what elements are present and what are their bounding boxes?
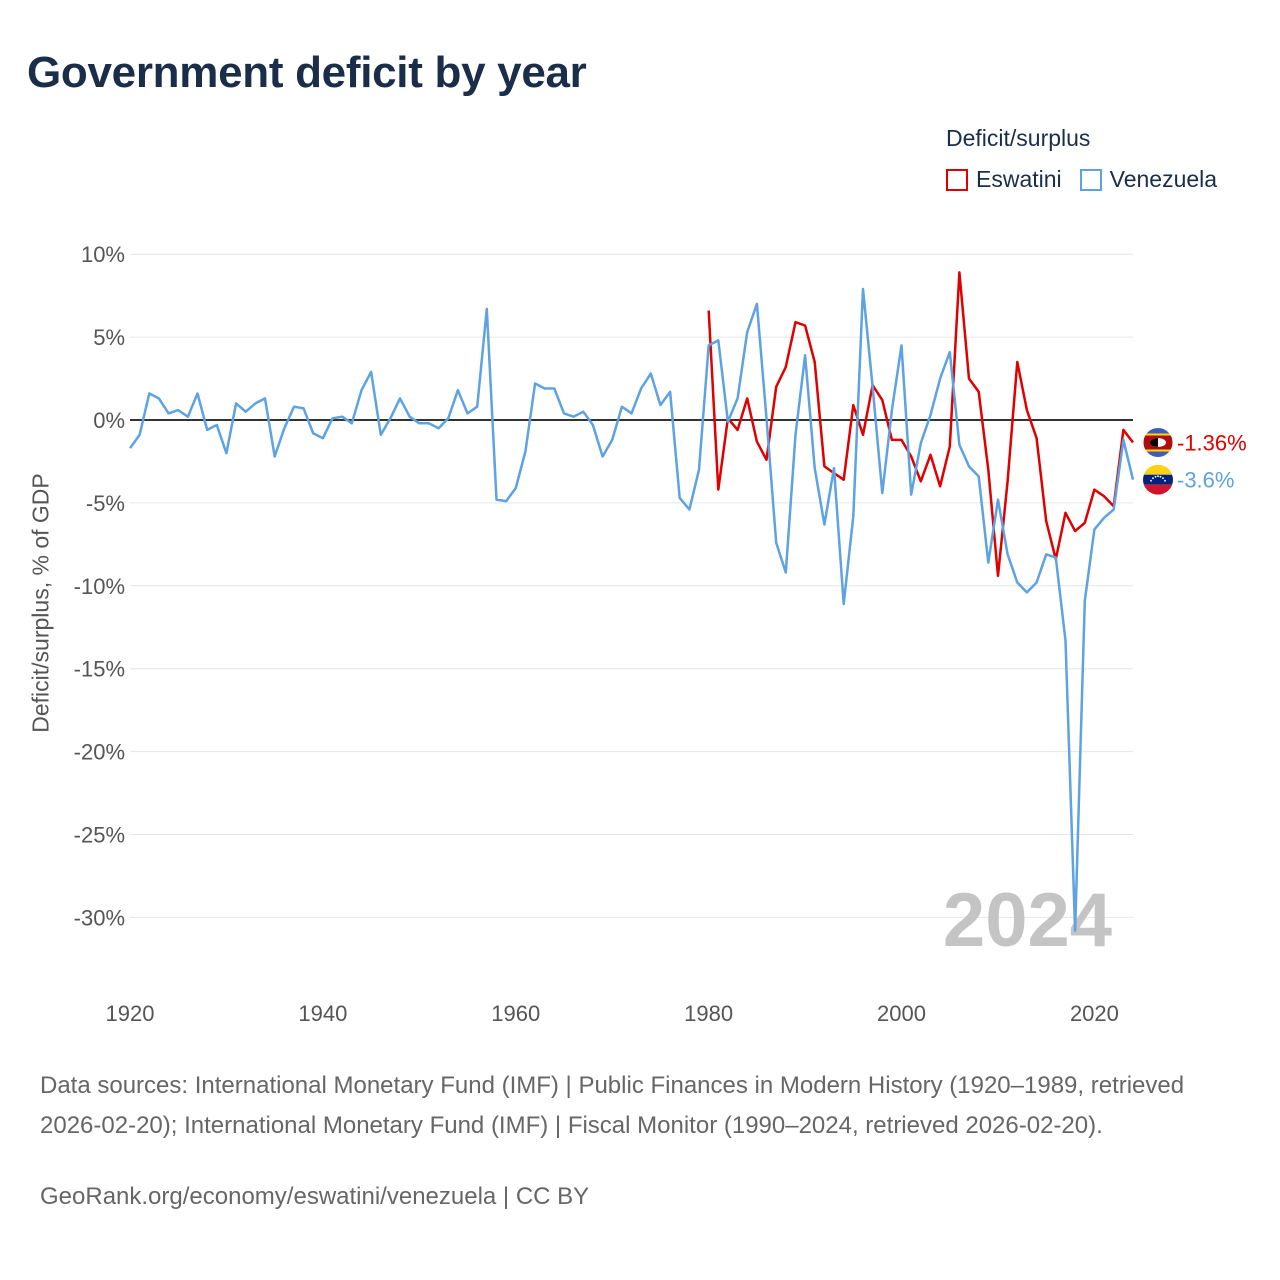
y-tick-label: -30%: [74, 905, 125, 930]
grid-lines: [130, 253, 1133, 918]
eswatini-flag-icon: [1142, 427, 1174, 458]
legend-swatch-eswatini: [946, 168, 968, 191]
chart-title: Government deficit by year: [27, 48, 587, 97]
line-chart: 10%5%0%-5%-10%-15%-20%-25%-30% 1920 1940 1…: [74, 242, 1247, 1026]
data-sources: Data sources: International Monetary Fun…: [40, 1072, 1185, 1139]
x-tick-label: 1980: [684, 1001, 733, 1026]
credit-link[interactable]: GeoRank.org/economy/eswatini/venezuela |…: [40, 1183, 590, 1210]
y-tick-label: -20%: [74, 740, 125, 765]
y-tick-label: 10%: [81, 242, 125, 267]
x-tick-labels: 1920 1940 1960 1980 2000 2020: [106, 1001, 1119, 1026]
series-line-eswatini: [707, 271, 1134, 578]
legend: Eswatini Venezuela: [946, 166, 1235, 193]
y-tick-labels: 10% 5% 0% -5% -10% -15% -20% -25% -30%: [74, 242, 125, 930]
y-tick-label: 5%: [93, 325, 125, 350]
x-tick-label: 1960: [491, 1001, 540, 1026]
legend-item-venezuela[interactable]: Venezuela: [1079, 166, 1218, 193]
series-line-venezuela: [128, 287, 1135, 932]
series-lines: [128, 271, 1135, 932]
y-tick-label: -10%: [74, 574, 125, 599]
legend-swatch-venezuela: [1079, 168, 1102, 191]
venezuela-end-label: -3.6%: [1177, 468, 1234, 493]
legend-title: Deficit/surplus: [946, 125, 1091, 151]
y-tick-label: 0%: [93, 408, 125, 433]
x-tick-label: 2000: [877, 1001, 926, 1026]
y-tick-label: -25%: [74, 823, 125, 848]
x-tick-label: 2020: [1070, 1001, 1119, 1026]
legend-label-eswatini: Eswatini: [976, 166, 1062, 192]
venezuela-flag-icon: [1143, 464, 1173, 495]
y-tick-label: -15%: [74, 657, 125, 682]
legend-item-eswatini[interactable]: Eswatini: [946, 166, 1062, 193]
year-watermark: 2024: [943, 878, 1112, 963]
eswatini-end-label: -1.36%: [1177, 431, 1247, 456]
x-tick-label: 1920: [106, 1001, 155, 1026]
legend-label-venezuela: Venezuela: [1109, 166, 1218, 192]
y-tick-label: -5%: [86, 491, 125, 516]
x-tick-label: 1940: [298, 1001, 347, 1026]
